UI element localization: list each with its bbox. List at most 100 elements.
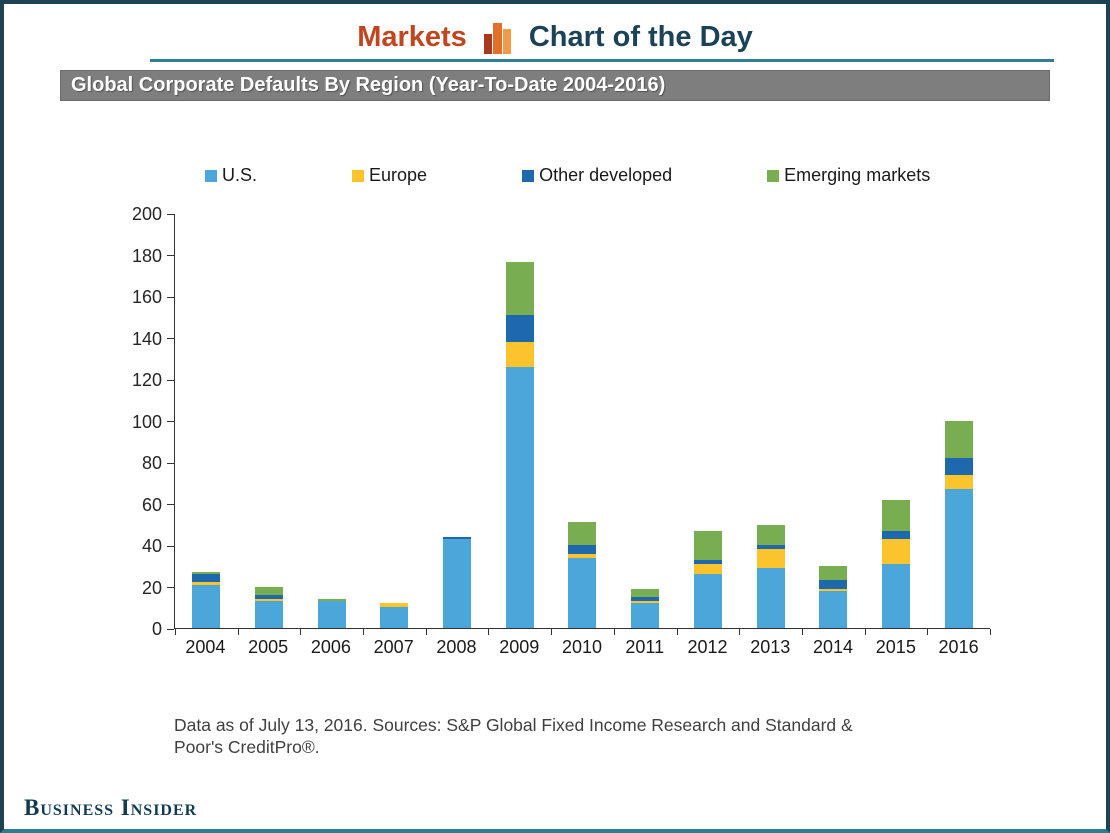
chart: U.S. Europe Other developed Emerging market… bbox=[4, 165, 1106, 658]
bar-segment bbox=[192, 574, 221, 583]
bar-segment bbox=[819, 588, 848, 591]
y-tick-180: 180 bbox=[132, 247, 174, 265]
y-axis: 0 20 40 60 80 100 120 140 160 180 200 bbox=[114, 205, 174, 638]
chart-grid: 0 20 40 60 80 100 120 140 160 180 200 bbox=[114, 205, 991, 638]
x-tick bbox=[300, 629, 302, 635]
bar-segment bbox=[944, 458, 973, 475]
stacked-bar bbox=[693, 214, 722, 628]
business-insider-logo: Business Insider bbox=[24, 795, 198, 820]
x-tick bbox=[237, 629, 239, 635]
page-title: Chart of the Day bbox=[528, 20, 753, 53]
y-tick-80: 80 bbox=[142, 454, 174, 472]
stacked-bar bbox=[443, 214, 472, 628]
bar-2010 bbox=[551, 214, 614, 628]
bar-2015 bbox=[865, 214, 928, 628]
bar-segment bbox=[693, 563, 722, 575]
source-note-line1: Data as of July 13, 2016. Sources: S&P G… bbox=[174, 715, 853, 735]
stacked-bar bbox=[944, 214, 973, 628]
bar-segment bbox=[317, 601, 346, 628]
legend-swatch bbox=[205, 169, 217, 182]
bar-segment bbox=[568, 545, 597, 554]
x-label-2011: 2011 bbox=[625, 637, 665, 657]
y-tick-100: 100 bbox=[132, 413, 174, 431]
bar-2009 bbox=[488, 214, 551, 628]
x-label-2009: 2009 bbox=[499, 637, 540, 657]
bar-2016 bbox=[927, 214, 990, 628]
y-tick-0: 0 bbox=[152, 620, 174, 638]
stacked-bar bbox=[380, 214, 409, 628]
bar-segment bbox=[568, 522, 597, 546]
x-tick bbox=[801, 629, 803, 635]
x-tick bbox=[739, 629, 741, 635]
stacked-bar bbox=[317, 214, 346, 628]
legend-label: Europe bbox=[369, 165, 428, 185]
bar-segment bbox=[317, 599, 346, 602]
bar-2008 bbox=[426, 214, 489, 628]
x-label-2004: 2004 bbox=[185, 637, 226, 657]
bar-segment bbox=[881, 499, 910, 531]
legend: U.S. Europe Other developed Emerging market… bbox=[205, 165, 1106, 186]
x-tick bbox=[927, 629, 929, 635]
bar-segment bbox=[756, 545, 785, 550]
bar-segment bbox=[944, 421, 973, 459]
legend-item-emerging-markets: Emerging markets bbox=[767, 165, 930, 186]
bar-segment bbox=[255, 594, 284, 600]
x-label-2013: 2013 bbox=[750, 637, 791, 657]
x-tick bbox=[425, 629, 427, 635]
legend-label: Emerging markets bbox=[784, 165, 931, 185]
bar-segment bbox=[505, 342, 534, 368]
bar-segment bbox=[255, 599, 284, 602]
bar-segment bbox=[505, 315, 534, 343]
legend-label: Other developed bbox=[539, 165, 673, 185]
bar-segment bbox=[505, 261, 534, 316]
stacked-bar bbox=[568, 214, 597, 628]
bar-segment bbox=[819, 580, 848, 589]
y-tick-140: 140 bbox=[132, 330, 174, 348]
bar-segment bbox=[443, 536, 472, 539]
x-label-2015: 2015 bbox=[875, 637, 916, 657]
x-tick bbox=[676, 629, 678, 635]
bar-segment bbox=[756, 549, 785, 568]
legend-label: U.S. bbox=[222, 165, 258, 185]
stacked-bar bbox=[881, 214, 910, 628]
bar-2005 bbox=[238, 214, 301, 628]
x-label-2010: 2010 bbox=[561, 637, 602, 657]
y-tick-120: 120 bbox=[132, 371, 174, 389]
bar-segment bbox=[693, 574, 722, 628]
bar-segment bbox=[631, 596, 660, 602]
bar-segment bbox=[568, 557, 597, 628]
x-tick bbox=[363, 629, 365, 635]
x-tick bbox=[990, 629, 991, 635]
x-label-2012: 2012 bbox=[687, 637, 728, 657]
legend-swatch bbox=[522, 169, 535, 182]
bar-segment bbox=[693, 559, 722, 564]
legend-item-other-developed: Other developed bbox=[522, 165, 672, 186]
y-tick-20: 20 bbox=[142, 579, 174, 597]
masthead: Markets Chart of the Day bbox=[4, 4, 1106, 54]
y-tick-40: 40 bbox=[142, 537, 174, 555]
bar-segment bbox=[631, 601, 660, 604]
bar-2013 bbox=[739, 214, 802, 628]
x-label-2005: 2005 bbox=[248, 637, 289, 657]
stacked-bar bbox=[505, 214, 534, 628]
x-label-2008: 2008 bbox=[436, 637, 477, 657]
bar-segment bbox=[380, 603, 409, 608]
chart-title-bar: Global Corporate Defaults By Region (Yea… bbox=[60, 70, 1050, 101]
x-tick bbox=[488, 629, 490, 635]
bar-segment bbox=[819, 590, 848, 628]
bar-2006 bbox=[300, 214, 363, 628]
stacked-bar bbox=[192, 214, 221, 628]
bar-segment bbox=[192, 584, 221, 628]
x-label-2016: 2016 bbox=[938, 637, 979, 657]
bar-segment bbox=[881, 563, 910, 628]
x-axis: 2004 2005 2006 2007 2008 2009 2010 2011 2012 2013… bbox=[174, 637, 990, 658]
y-tick-60: 60 bbox=[142, 496, 174, 514]
x-tick bbox=[175, 629, 176, 635]
bar-segment bbox=[380, 607, 409, 628]
stacked-bar bbox=[819, 214, 848, 628]
legend-item-europe: Europe bbox=[352, 165, 427, 186]
bar-segment bbox=[192, 582, 221, 585]
stacked-bar bbox=[631, 214, 660, 628]
x-label-2007: 2007 bbox=[373, 637, 414, 657]
